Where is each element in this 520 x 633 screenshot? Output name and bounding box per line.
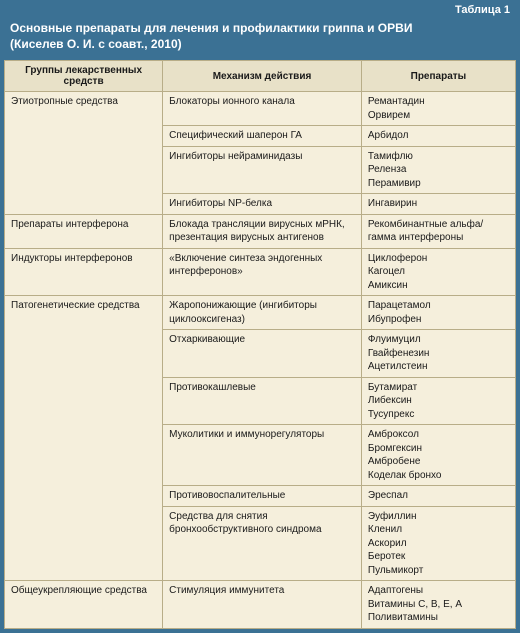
cell-drugs: Ингавирин bbox=[361, 194, 515, 215]
cell-drugs: ТамифлюРелензаПерамивир bbox=[361, 146, 515, 194]
cell-drugs: ФлуимуцилГвайфенезинАцетилстеин bbox=[361, 330, 515, 378]
cell-group bbox=[5, 146, 163, 194]
cell-drugs: ЦиклоферонКагоцелАмиксин bbox=[361, 248, 515, 296]
cell-mechanism: Ингибиторы NP-белка bbox=[163, 194, 362, 215]
table-row: ПротивокашлевыеБутамиратЛибексинТусупрек… bbox=[5, 377, 516, 425]
cell-group bbox=[5, 194, 163, 215]
col-header-group: Группы лекарственных средств bbox=[5, 61, 163, 92]
table-row: Патогенетические средстваЖаропонижающие … bbox=[5, 296, 516, 330]
cell-group bbox=[5, 330, 163, 378]
table-container: Таблица 1 Основные препараты для лечения… bbox=[0, 0, 520, 633]
drugs-table: Группы лекарственных средств Механизм де… bbox=[4, 60, 516, 629]
cell-mechanism: Средства для снятия бронхообструктивного… bbox=[163, 506, 362, 581]
cell-mechanism: Жаропонижающие (ингибиторы циклооксигена… bbox=[163, 296, 362, 330]
table-row: Общеукрепляющие средстваСтимуляция иммун… bbox=[5, 581, 516, 629]
table-row: ПротивовоспалительныеЭреспал bbox=[5, 486, 516, 507]
cell-group bbox=[5, 486, 163, 507]
cell-mechanism: Стимуляция иммунитета bbox=[163, 581, 362, 629]
cell-mechanism: Ингибиторы нейраминидазы bbox=[163, 146, 362, 194]
cell-drugs: Эреспал bbox=[361, 486, 515, 507]
title-line-2: (Киселев О. И. с соавт., 2010) bbox=[10, 36, 510, 52]
table-row: Ингибиторы NP-белкаИнгавирин bbox=[5, 194, 516, 215]
table-body: Этиотропные средстваБлокаторы ионного ка… bbox=[5, 92, 516, 629]
cell-mechanism: Противокашлевые bbox=[163, 377, 362, 425]
cell-group: Индукторы интерферонов bbox=[5, 248, 163, 296]
cell-drugs: Арбидол bbox=[361, 126, 515, 147]
cell-group bbox=[5, 126, 163, 147]
cell-mechanism: «Включение синтеза эндогенных интерферон… bbox=[163, 248, 362, 296]
cell-drugs: РемантадинОрвирем bbox=[361, 92, 515, 126]
table-row: Средства для снятия бронхообструктивного… bbox=[5, 506, 516, 581]
cell-drugs: Рекомбинантные альфа/гамма интерфероны bbox=[361, 214, 515, 248]
table-row: Ингибиторы нейраминидазыТамифлюРелензаПе… bbox=[5, 146, 516, 194]
table-row: Этиотропные средстваБлокаторы ионного ка… bbox=[5, 92, 516, 126]
cell-drugs: ПарацетамолИбупрофен bbox=[361, 296, 515, 330]
cell-group: Препараты интерферона bbox=[5, 214, 163, 248]
cell-mechanism: Муколитики и иммунорегуляторы bbox=[163, 425, 362, 486]
table-row: Индукторы интерферонов«Включение синтеза… bbox=[5, 248, 516, 296]
table-row: Специфический шаперон ГААрбидол bbox=[5, 126, 516, 147]
cell-drugs: АмброксолБромгексинАмбробенеКоделак брон… bbox=[361, 425, 515, 486]
cell-group bbox=[5, 506, 163, 581]
cell-drugs: ЭуфиллинКленилАскорилБеротекПульмикорт bbox=[361, 506, 515, 581]
table-row: Муколитики и иммунорегуляторыАмброксолБр… bbox=[5, 425, 516, 486]
col-header-drugs: Препараты bbox=[361, 61, 515, 92]
table-head-row: Группы лекарственных средств Механизм де… bbox=[5, 61, 516, 92]
cell-mechanism: Специфический шаперон ГА bbox=[163, 126, 362, 147]
cell-group: Этиотропные средства bbox=[5, 92, 163, 126]
cell-drugs: АдаптогеныВитамины С, В, Е, АПоливитамин… bbox=[361, 581, 515, 629]
cell-group bbox=[5, 377, 163, 425]
col-header-mech: Механизм действия bbox=[163, 61, 362, 92]
cell-mechanism: Блокаторы ионного канала bbox=[163, 92, 362, 126]
cell-mechanism: Отхаркивающие bbox=[163, 330, 362, 378]
table-number: Таблица 1 bbox=[0, 0, 520, 18]
table-row: Препараты интерферонаБлокада трансляции … bbox=[5, 214, 516, 248]
cell-group bbox=[5, 425, 163, 486]
cell-drugs: БутамиратЛибексинТусупрекс bbox=[361, 377, 515, 425]
title-line-1: Основные препараты для лечения и профила… bbox=[10, 20, 510, 36]
cell-mechanism: Блокада трансляции вирусных мРНК, презен… bbox=[163, 214, 362, 248]
cell-mechanism: Противовоспалительные bbox=[163, 486, 362, 507]
cell-group: Патогенетические средства bbox=[5, 296, 163, 330]
table-title: Основные препараты для лечения и профила… bbox=[0, 18, 520, 60]
cell-group: Общеукрепляющие средства bbox=[5, 581, 163, 629]
table-row: ОтхаркивающиеФлуимуцилГвайфенезинАцетилс… bbox=[5, 330, 516, 378]
